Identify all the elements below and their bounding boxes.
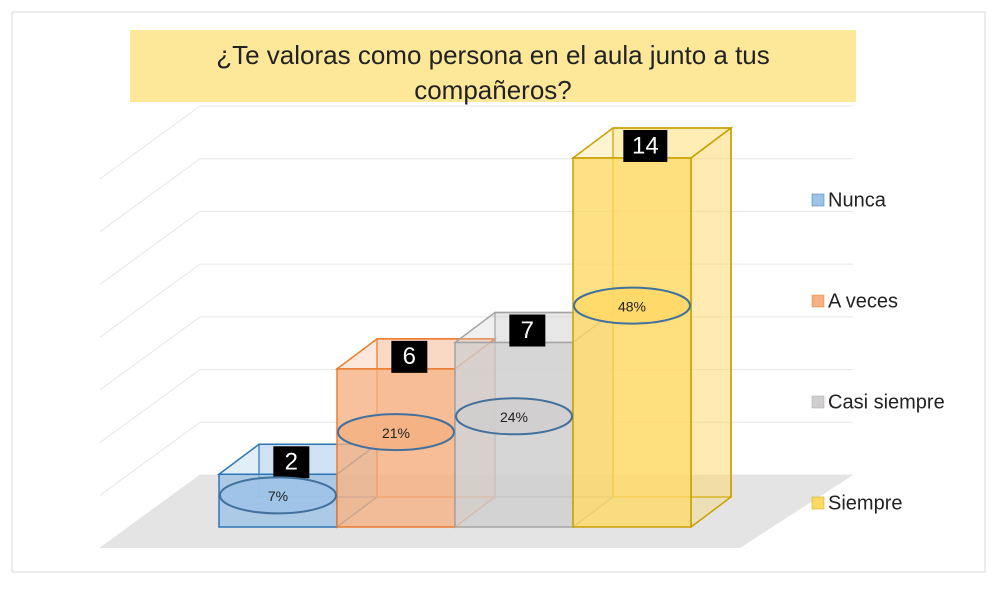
legend-label: Siempre [828,492,902,514]
grid-line [99,210,853,285]
grid-line-side [99,421,201,496]
legend-label: Casi siempre [828,391,945,413]
percentage-label: 48% [618,298,646,314]
value-label: 6 [403,343,416,370]
legend-label: A veces [828,290,898,312]
legend-swatch [811,496,825,510]
grid-line-side [99,105,201,180]
percentage-mark [455,397,573,436]
value-label-box [273,446,310,479]
value-label: 14 [632,132,659,159]
legend-swatch [811,395,825,409]
legend-swatch [811,294,825,308]
grid-line-side [99,263,201,338]
grid-line-side [99,474,201,549]
chart-title: ¿Te valoras como persona en el aula junt… [216,40,770,105]
percentage-label: 21% [382,425,410,441]
title-box [130,30,856,102]
value-label-box [509,314,546,347]
bar-side [690,126,732,529]
legend-label: Nunca [828,189,887,211]
value-label-box [391,340,428,373]
bar-front [572,157,692,528]
value-label-box [623,130,668,162]
bar [570,126,734,529]
grid-line-side [99,369,201,443]
grid-line-side [99,211,201,285]
percentage-mark [337,413,455,452]
grid-line [99,105,853,180]
value-label: 2 [285,449,298,476]
percentage-mark [219,476,337,515]
legend-swatch [811,193,825,207]
grid-line [99,158,853,233]
value-label: 7 [521,317,534,344]
percentage-mark [573,286,691,325]
percentage-label: 24% [500,409,528,425]
grid-line [99,263,853,338]
percentage-label: 7% [268,488,288,504]
grid-line-side [99,316,201,391]
grid-line-side [99,158,201,233]
